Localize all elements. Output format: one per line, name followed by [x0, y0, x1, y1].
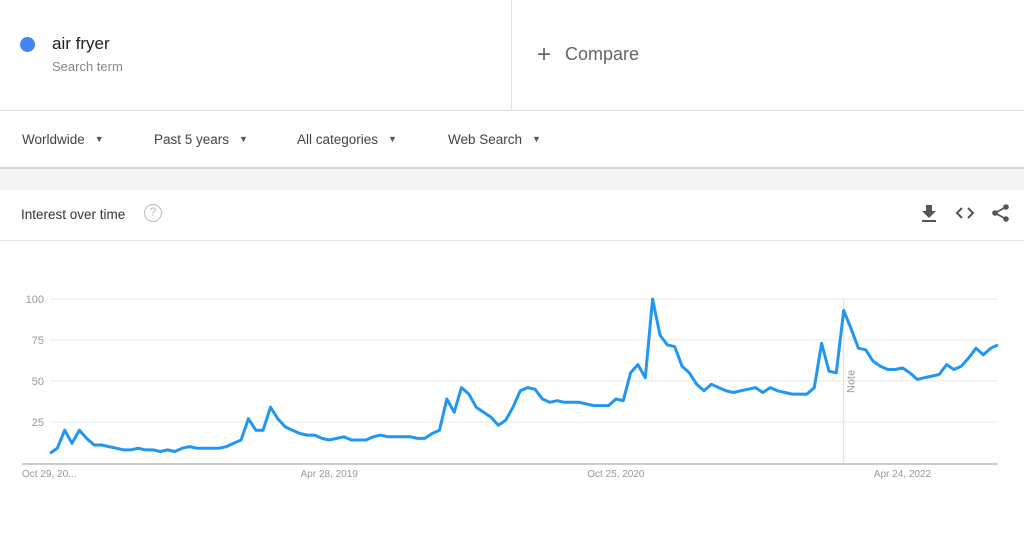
search-term-name[interactable]: air fryer [52, 34, 110, 53]
plus-icon: + [537, 40, 552, 68]
caret-down-icon: ▼ [532, 134, 541, 144]
y-tick-label: 100 [26, 294, 44, 306]
x-tick-label: Apr 24, 2022 [874, 469, 932, 480]
embed-icon[interactable] [955, 203, 975, 228]
y-tick-label: 25 [32, 417, 44, 429]
series-color-dot [20, 37, 35, 52]
y-tick-label: 75 [32, 335, 44, 347]
download-icon[interactable] [920, 203, 938, 228]
filter-bar: Worldwide ▼ Past 5 years ▼ All categories ▼… [0, 111, 1024, 169]
time-range-label: Past 5 years [154, 132, 230, 147]
category-label: All categories [297, 132, 379, 147]
card-title: Interest over time [21, 207, 126, 222]
share-icon[interactable] [991, 203, 1011, 228]
search-type-label: Web Search [448, 132, 523, 147]
y-tick-label: 50 [32, 376, 44, 388]
help-icon[interactable]: ? [144, 204, 162, 222]
region-dropdown[interactable]: Worldwide ▼ [22, 132, 104, 147]
interest-over-time-header: Interest over time ? [0, 190, 1024, 241]
time-range-dropdown[interactable]: Past 5 years ▼ [154, 132, 248, 147]
search-term-card[interactable]: air fryer Search term [0, 0, 512, 111]
caret-down-icon: ▼ [388, 134, 397, 144]
compare-button[interactable]: + Compare [537, 40, 640, 68]
caret-down-icon: ▼ [94, 134, 104, 144]
search-type-dropdown[interactable]: Web Search ▼ [448, 132, 541, 147]
region-label: Worldwide [22, 132, 85, 147]
x-tick-label: Oct 25, 2020 [587, 469, 645, 480]
x-tick-label: Oct 29, 20... [22, 469, 76, 480]
caret-down-icon: ▼ [239, 134, 248, 144]
section-divider [0, 169, 1024, 190]
interest-line-chart[interactable]: 25 50 75 100 Oct 29, 20... Apr 28, 2019 Oct 25… [0, 241, 1024, 539]
search-terms-bar: air fryer Search term + Compare [0, 0, 1024, 111]
category-dropdown[interactable]: All categories ▼ [297, 132, 397, 147]
search-term-subtitle: Search term [52, 59, 123, 74]
note-label: Note [846, 370, 858, 393]
compare-label: Compare [565, 44, 640, 64]
x-tick-label: Apr 28, 2019 [301, 469, 359, 480]
series-line-air-fryer [49, 297, 999, 455]
